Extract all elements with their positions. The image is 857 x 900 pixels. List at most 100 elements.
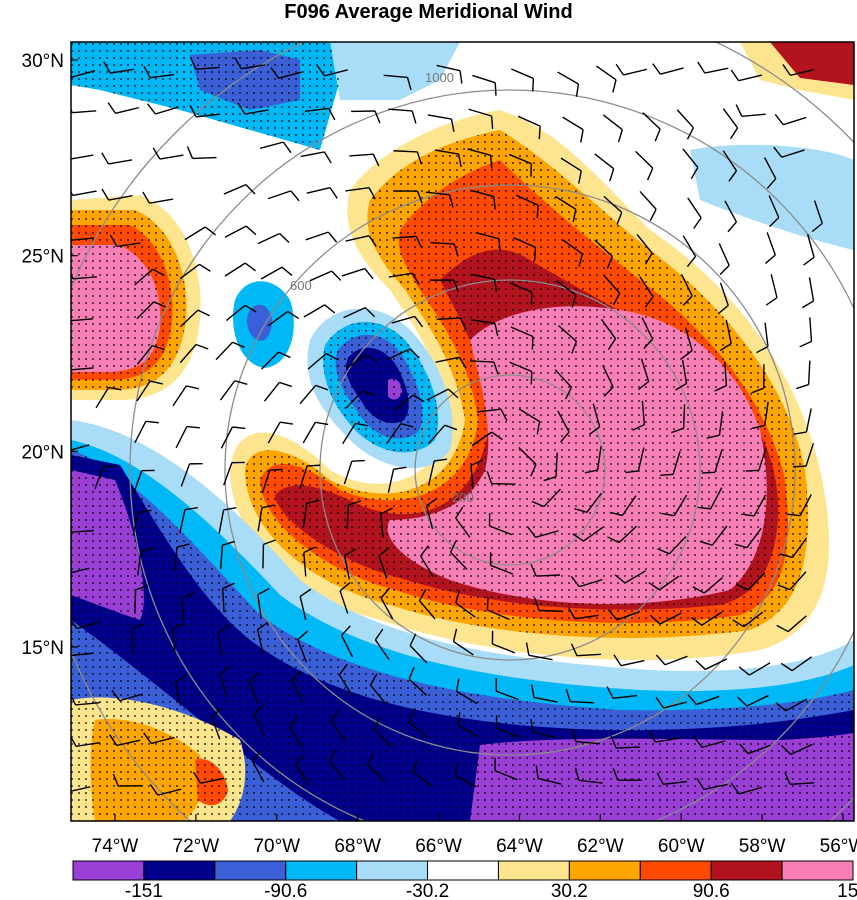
wind-barb xyxy=(291,670,303,703)
wind-barb xyxy=(655,696,687,709)
wind-barb xyxy=(316,64,348,77)
wind-barb xyxy=(594,153,615,182)
wind-barb xyxy=(109,734,141,747)
wind-barb xyxy=(179,343,209,364)
colorbar-swatch xyxy=(710,860,783,881)
wind-barb xyxy=(732,611,764,628)
wind-barb xyxy=(297,630,309,663)
wind-barb xyxy=(71,367,94,371)
wind-barb xyxy=(189,104,221,118)
wind-barb xyxy=(248,671,260,704)
wind-barb xyxy=(674,359,688,391)
wind-barb xyxy=(567,607,599,620)
wind-barb xyxy=(639,190,657,222)
wind-barb xyxy=(380,507,393,538)
wind-barb xyxy=(132,509,152,536)
wind-barb xyxy=(220,426,246,449)
wind-barb xyxy=(531,488,561,508)
wind-barb xyxy=(452,628,474,656)
wind-barb xyxy=(457,712,480,738)
chart-title: F096 Average Meridional Wind xyxy=(284,1,573,23)
stipple-center xyxy=(323,321,439,453)
wind-barb xyxy=(508,153,533,177)
wind-barb xyxy=(614,570,647,584)
wind-barb xyxy=(345,353,378,369)
wind-barb xyxy=(71,567,90,574)
wind-barb xyxy=(486,597,510,621)
wind-barb xyxy=(388,348,420,360)
wind-barb xyxy=(722,108,739,140)
wind-barb xyxy=(434,149,462,167)
wind-barb xyxy=(219,380,248,401)
wind-barb xyxy=(477,408,508,422)
wind-barb xyxy=(554,369,573,400)
wind-barb xyxy=(565,688,595,704)
wind-barb xyxy=(215,341,245,361)
wind-barbs xyxy=(71,57,823,796)
wind-barb xyxy=(303,546,316,577)
wind-barb xyxy=(681,327,693,359)
wind-barb xyxy=(380,587,394,620)
y-tick-label: 20°N xyxy=(22,442,64,463)
wind-barb xyxy=(525,642,553,661)
wind-barb xyxy=(570,643,601,657)
wind-barb xyxy=(764,232,776,264)
wind-barb xyxy=(175,425,200,449)
wind-barb xyxy=(429,279,460,293)
wind-barb xyxy=(574,492,602,513)
wind-barb xyxy=(799,317,813,348)
wind-barb xyxy=(300,151,332,164)
wind-barb xyxy=(225,304,257,322)
wind-barb xyxy=(509,282,533,306)
wind-barb xyxy=(412,759,434,788)
wind-barb xyxy=(736,572,766,591)
wind-barb xyxy=(136,344,165,365)
wind-barb xyxy=(572,526,604,542)
wind-barb xyxy=(289,716,303,748)
wind-barb xyxy=(530,718,557,739)
wind-barb xyxy=(71,786,91,792)
wind-barb xyxy=(782,64,814,76)
wind-barb xyxy=(793,408,812,435)
wind-barb xyxy=(386,423,414,444)
wind-barb xyxy=(682,148,699,180)
wind-barb xyxy=(535,765,562,785)
wind-barb xyxy=(339,582,351,614)
wind-barb xyxy=(530,563,561,577)
x-tick-label: 74°W xyxy=(92,836,139,857)
y-tick-label: 25°N xyxy=(22,247,64,268)
wind-barb xyxy=(489,552,514,575)
wind-barb xyxy=(111,689,143,702)
wind-barb xyxy=(71,529,95,533)
wind-barb xyxy=(427,114,455,132)
wind-barb xyxy=(695,658,728,671)
wind-barb xyxy=(602,114,623,143)
wind-barb xyxy=(391,315,424,328)
wind-barb xyxy=(531,684,558,703)
wind-barb xyxy=(340,625,354,658)
wind-barb xyxy=(71,619,101,630)
wind-barb xyxy=(343,306,376,319)
wind-barb xyxy=(652,63,684,75)
wind-barb xyxy=(768,195,780,228)
wind-barb xyxy=(717,282,729,315)
wind-barb xyxy=(388,108,417,124)
wind-barb xyxy=(341,267,374,280)
neg-cell-small-inner xyxy=(246,304,272,341)
wind-barb xyxy=(534,597,563,613)
wind-barb xyxy=(435,356,467,369)
wind-barb xyxy=(714,361,728,392)
neg-region-right xyxy=(690,144,854,250)
wind-barb xyxy=(351,110,381,124)
wind-barb xyxy=(527,526,559,538)
wind-barb xyxy=(557,410,570,443)
wind-barb xyxy=(555,195,577,223)
wind-barb xyxy=(635,150,654,181)
wind-barb xyxy=(224,225,257,238)
wind-barb xyxy=(632,400,646,431)
x-tick-label: 56°W xyxy=(820,836,857,857)
wind-barb xyxy=(184,226,217,241)
wind-barb xyxy=(259,141,292,154)
wind-barb xyxy=(696,777,728,791)
y-tick-label: 30°N xyxy=(22,51,64,72)
